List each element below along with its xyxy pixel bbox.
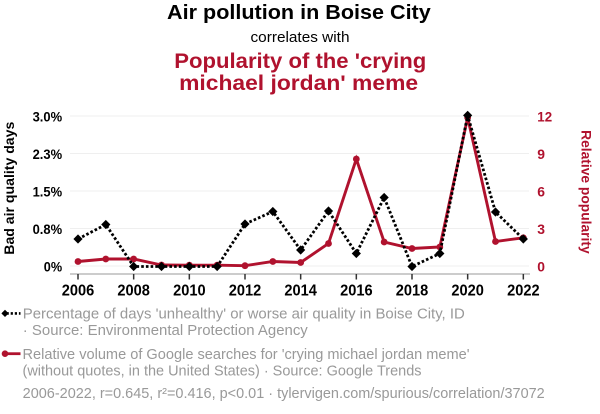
svg-text:Relative popularity: Relative popularity (579, 130, 594, 254)
svg-text:Bad air quality days: Bad air quality days (2, 122, 18, 255)
svg-text:2022: 2022 (507, 283, 540, 300)
svg-text:0.8%: 0.8% (33, 221, 63, 237)
svg-text:2010: 2010 (173, 283, 206, 300)
svg-text:Popularity of the 'crying: Popularity of the 'crying (174, 50, 426, 73)
svg-text:2016: 2016 (340, 283, 373, 300)
svg-text:Air pollution in Boise City: Air pollution in Boise City (167, 1, 431, 24)
svg-text:2006: 2006 (62, 283, 95, 300)
svg-text:(without quotes, in the United: (without quotes, in the United States) ·… (23, 364, 422, 380)
svg-text:· Source: Environmental Protec: · Source: Environmental Protection Agenc… (23, 323, 309, 339)
svg-text:9: 9 (537, 146, 545, 162)
svg-text:0: 0 (537, 259, 545, 275)
svg-text:2020: 2020 (451, 283, 484, 300)
svg-text:Relative volume of Google sear: Relative volume of Google searches for '… (23, 347, 470, 363)
svg-text:6: 6 (537, 184, 545, 200)
svg-text:2.3%: 2.3% (33, 146, 63, 162)
svg-text:Percentage of days 'unhealthy': Percentage of days 'unhealthy' or worse … (23, 307, 465, 323)
svg-text:2014: 2014 (284, 283, 317, 300)
svg-text:1.5%: 1.5% (33, 184, 63, 200)
svg-text:2018: 2018 (396, 283, 429, 300)
svg-text:2012: 2012 (229, 283, 262, 300)
svg-text:2006-2022, r=0.645, r²=0.416,: 2006-2022, r=0.645, r²=0.416, p<0.01 · t… (23, 386, 545, 402)
svg-text:3.0%: 3.0% (33, 109, 63, 125)
svg-text:12: 12 (537, 109, 552, 125)
svg-text:michael jordan' meme: michael jordan' meme (179, 72, 418, 95)
svg-text:0%: 0% (44, 259, 62, 275)
svg-text:correlates with: correlates with (251, 30, 350, 46)
svg-text:3: 3 (537, 221, 545, 237)
svg-text:2008: 2008 (117, 283, 150, 300)
